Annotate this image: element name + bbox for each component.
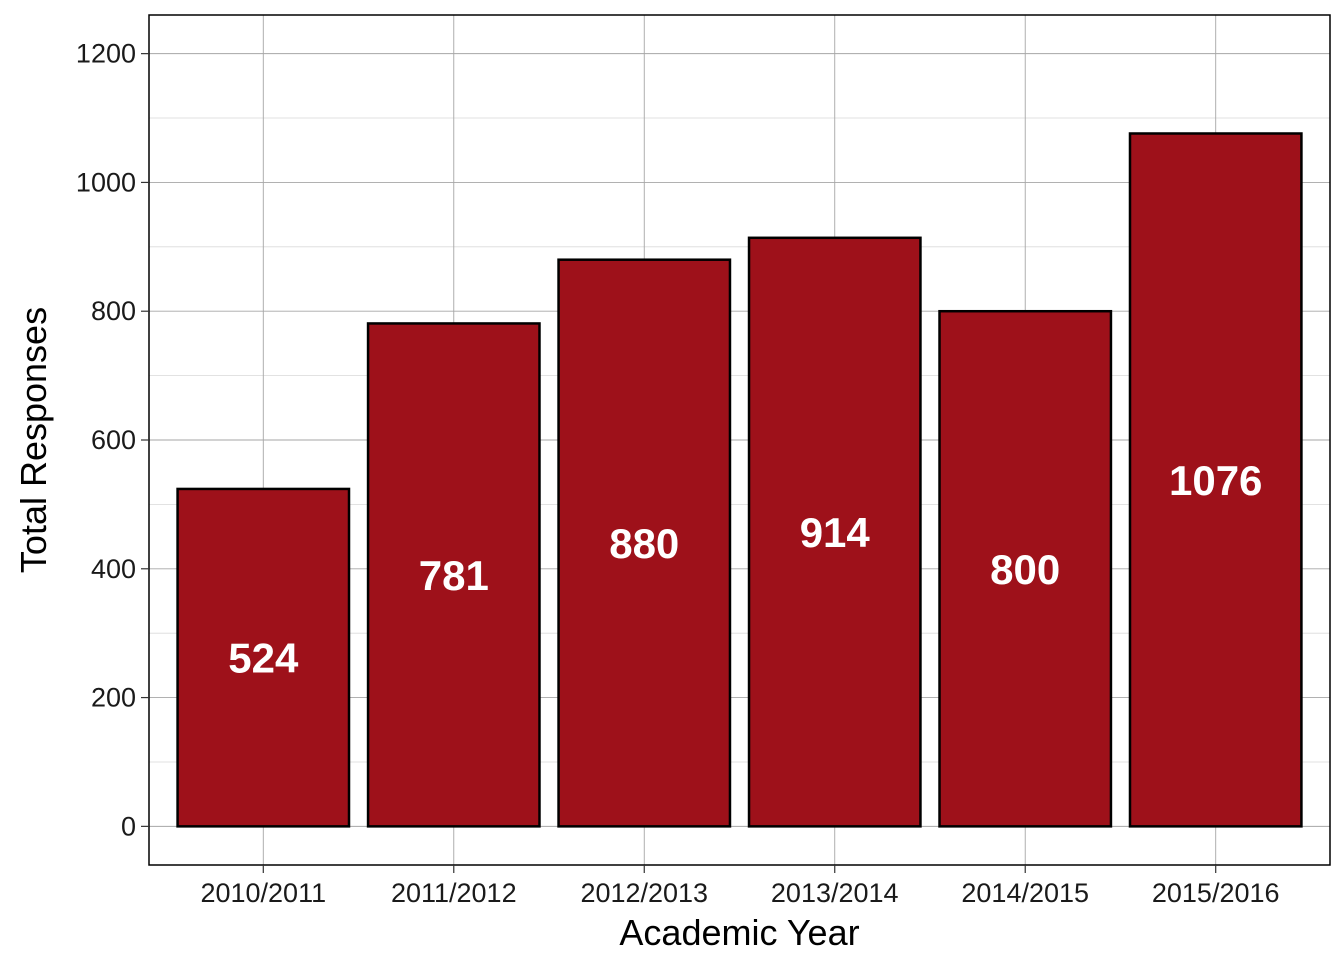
x-axis-ticks: 2010/2011 2011/2012 2012/2013 2013/2014 2014… <box>200 865 1280 908</box>
bar <box>747 236 922 828</box>
x-tick-label: 2015/2016 <box>1152 878 1280 908</box>
bar-value-label: 880 <box>609 520 679 567</box>
y-tick-label: 200 <box>91 683 136 713</box>
x-tick-label: 2014/2015 <box>961 878 1089 908</box>
bar-value-label: 914 <box>800 509 871 556</box>
bar-value-label: 781 <box>419 552 489 599</box>
y-tick-label: 800 <box>91 296 136 326</box>
y-tick-label: 0 <box>121 811 136 841</box>
bars-group <box>176 132 1303 828</box>
bar <box>1128 132 1303 828</box>
bar <box>557 258 732 828</box>
bar-value-label: 800 <box>990 546 1060 593</box>
y-tick-label: 600 <box>91 425 136 455</box>
y-tick-label: 400 <box>91 554 136 584</box>
bar-data-labels: 524 781 880 914 800 1076 <box>228 457 1262 682</box>
x-tick-label: 2012/2013 <box>580 878 708 908</box>
x-tick-label: 2010/2011 <box>200 878 326 908</box>
bar <box>938 309 1113 828</box>
x-axis-title: Academic Year <box>619 912 859 953</box>
bar-value-label: 1076 <box>1169 457 1262 504</box>
bar <box>366 322 541 828</box>
y-tick-label: 1000 <box>76 167 136 197</box>
y-axis-title: Total Responses <box>13 307 54 573</box>
x-tick-label: 2011/2012 <box>391 878 517 908</box>
y-axis-ticks: 0 200 400 600 800 1000 1200 <box>76 39 149 841</box>
bar-value-label: 524 <box>228 635 299 682</box>
y-tick-label: 1200 <box>76 39 136 69</box>
x-tick-label: 2013/2014 <box>771 878 899 908</box>
bar <box>176 487 351 828</box>
